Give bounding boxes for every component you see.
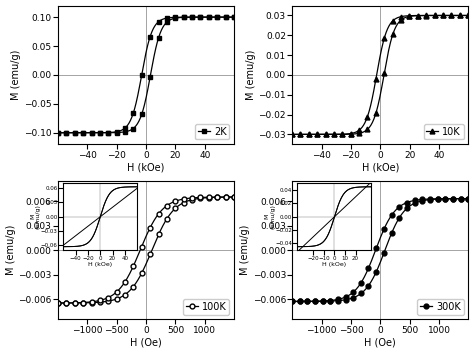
Y-axis label: M (emu/g): M (emu/g) (246, 50, 255, 100)
Legend: 10K: 10K (424, 124, 464, 139)
Legend: 2K: 2K (195, 124, 229, 139)
X-axis label: H (kOe): H (kOe) (128, 162, 165, 172)
Legend: 300K: 300K (418, 299, 464, 315)
X-axis label: H (kOe): H (kOe) (362, 162, 399, 172)
X-axis label: H (Oe): H (Oe) (130, 337, 162, 347)
Legend: 100K: 100K (183, 299, 229, 315)
Y-axis label: M (emu/g): M (emu/g) (11, 50, 21, 100)
X-axis label: H (Oe): H (Oe) (365, 337, 396, 347)
Y-axis label: M (emu/g): M (emu/g) (240, 225, 250, 275)
Y-axis label: M (emu/g): M (emu/g) (6, 225, 16, 275)
